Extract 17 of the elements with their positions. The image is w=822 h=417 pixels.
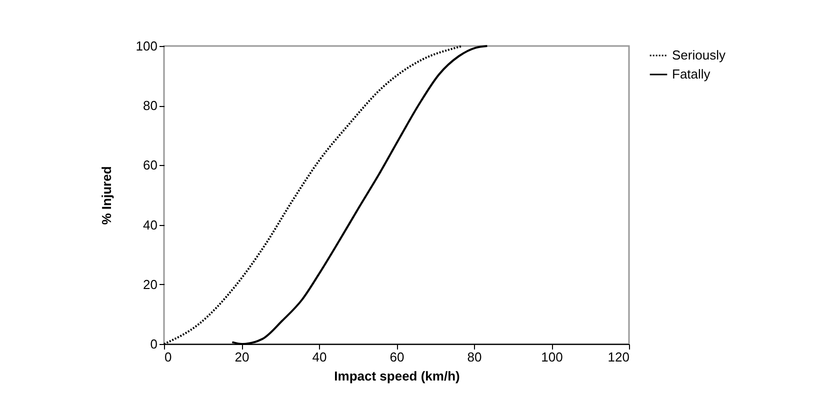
x-tick-label: 80: [467, 350, 482, 364]
y-tick-label: 100: [136, 38, 158, 54]
y-tick-label: 40: [143, 217, 158, 232]
y-tick-label: 20: [143, 276, 158, 292]
y-axis-title: % Injured: [98, 166, 114, 225]
legend-label: Fatally: [672, 66, 711, 82]
x-tick-label: 100: [541, 350, 563, 364]
x-tick-label: 40: [312, 350, 327, 364]
x-tick-label: 60: [390, 350, 404, 364]
x-tick-label: 0: [164, 350, 172, 364]
x-axis-title: Impact speed (km/h): [334, 368, 460, 384]
y-tick-label: 60: [143, 158, 158, 173]
legend-label: Seriously: [672, 48, 726, 62]
x-tick-label: 20: [234, 350, 250, 364]
y-tick-label: 0: [150, 336, 158, 352]
y-tick-label: 80: [143, 98, 158, 114]
x-tick-label: 120: [608, 350, 630, 364]
